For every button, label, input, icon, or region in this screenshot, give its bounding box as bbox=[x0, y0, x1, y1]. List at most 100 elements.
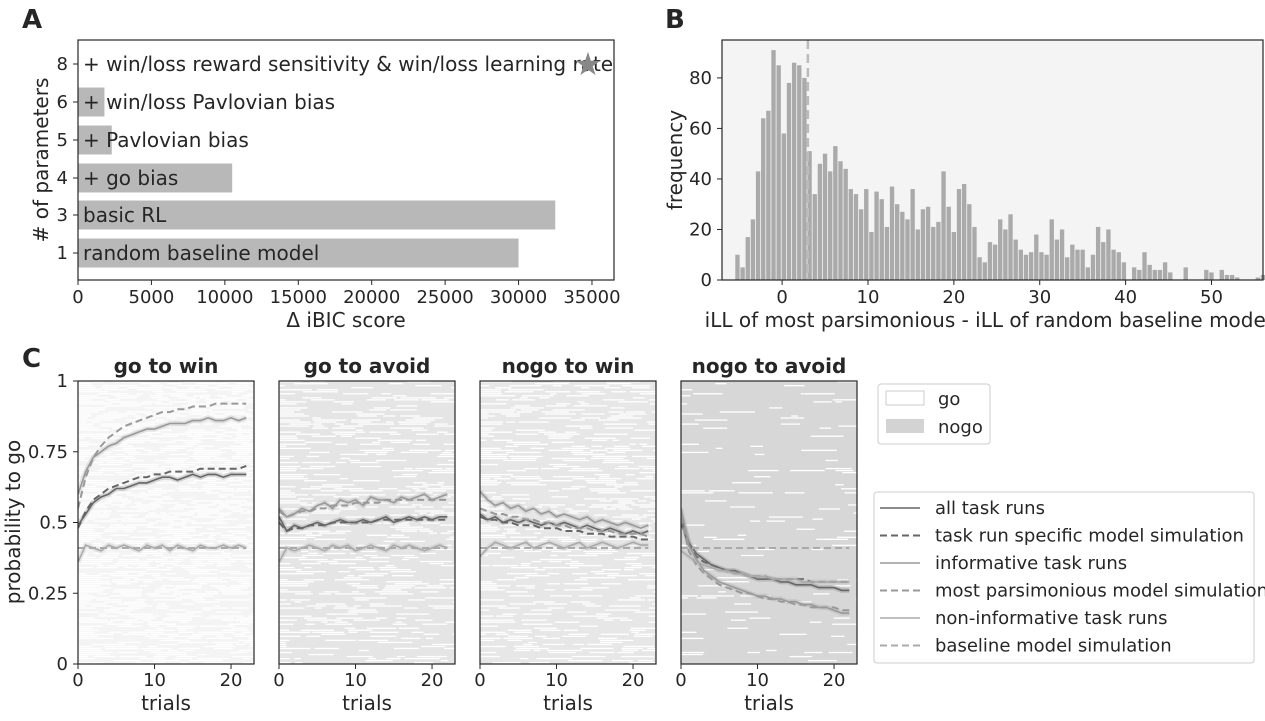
go-trial-segment bbox=[133, 496, 149, 498]
go-trial-segment bbox=[129, 615, 159, 617]
go-trial-segment bbox=[279, 583, 309, 585]
go-trial-segment bbox=[105, 500, 133, 502]
go-trial-segment bbox=[349, 490, 384, 492]
go-trial-segment bbox=[552, 409, 585, 411]
go-trial-segment bbox=[300, 504, 322, 506]
go-trial-segment bbox=[753, 476, 771, 478]
go-trial-segment bbox=[402, 558, 409, 561]
go-trial-segment bbox=[248, 566, 254, 569]
go-trial-segment bbox=[144, 407, 179, 409]
go-trial-segment bbox=[178, 397, 197, 399]
background-legend: go nogo bbox=[877, 383, 991, 445]
go-trial-segment bbox=[162, 496, 171, 498]
go-trial-segment bbox=[593, 514, 608, 516]
go-trial-segment bbox=[192, 500, 224, 502]
go-trial-segment bbox=[612, 439, 620, 441]
go-trial-segment bbox=[780, 417, 805, 419]
go-trial-segment bbox=[383, 522, 409, 524]
panel-b-ylabel: frequency bbox=[663, 110, 687, 210]
go-trial-segment bbox=[279, 647, 311, 650]
go-trial-segment bbox=[279, 465, 301, 468]
go-trial-segment bbox=[155, 560, 182, 563]
go-trial-segment bbox=[323, 520, 338, 522]
ytick-label: 8 bbox=[57, 54, 68, 75]
go-trial-segment bbox=[96, 415, 128, 417]
go-trial-segment bbox=[525, 528, 551, 530]
go-trial-segment bbox=[563, 583, 589, 585]
go-trial-segment bbox=[92, 643, 126, 646]
histogram-bar bbox=[1085, 267, 1090, 280]
go-trial-segment bbox=[633, 536, 651, 538]
go-trial-segment bbox=[480, 564, 490, 567]
go-trial-segment bbox=[169, 522, 187, 524]
go-trial-segment bbox=[339, 508, 358, 510]
go-trial-segment bbox=[492, 661, 521, 664]
go-trial-segment bbox=[224, 461, 253, 464]
go-trial-segment bbox=[167, 524, 186, 526]
histogram-bar bbox=[1075, 249, 1080, 280]
go-trial-segment bbox=[705, 500, 727, 502]
go-trial-segment bbox=[139, 492, 146, 494]
go-trial-segment bbox=[279, 478, 308, 480]
histogram-bar bbox=[1162, 262, 1168, 280]
go-trial-segment bbox=[432, 469, 455, 472]
go-trial-segment bbox=[279, 469, 296, 472]
go-trial-segment bbox=[492, 496, 502, 498]
go-trial-segment bbox=[78, 583, 111, 585]
go-trial-segment bbox=[332, 427, 356, 429]
go-trial-segment bbox=[445, 621, 455, 623]
histogram-bar bbox=[972, 226, 977, 280]
go-trial-segment bbox=[480, 411, 515, 413]
go-trial-segment bbox=[78, 603, 107, 605]
go-trial-segment bbox=[155, 589, 179, 591]
go-trial-segment bbox=[504, 445, 519, 447]
go-trial-segment bbox=[528, 661, 550, 664]
go-trial-segment bbox=[544, 589, 556, 591]
go-trial-segment bbox=[423, 633, 440, 635]
go-trial-segment bbox=[354, 437, 381, 439]
go-trial-segment bbox=[78, 445, 88, 447]
go-trial-segment bbox=[398, 627, 420, 629]
go-trial-segment bbox=[653, 591, 656, 593]
go-trial-segment bbox=[110, 575, 144, 577]
go-trial-segment bbox=[216, 564, 232, 567]
go-trial-segment bbox=[498, 607, 521, 609]
go-trial-segment bbox=[192, 516, 224, 518]
go-trial-segment bbox=[543, 536, 571, 538]
go-trial-segment bbox=[304, 566, 312, 569]
go-trial-segment bbox=[155, 653, 188, 656]
go-trial-segment bbox=[346, 583, 361, 585]
go-trial-segment bbox=[179, 490, 212, 492]
go-trial-segment bbox=[230, 585, 251, 587]
histogram-bar bbox=[771, 50, 776, 281]
go-trial-segment bbox=[444, 433, 455, 435]
go-trial-segment bbox=[99, 459, 124, 462]
go-trial-segment bbox=[167, 457, 190, 460]
go-trial-segment bbox=[371, 397, 398, 399]
go-trial-segment bbox=[252, 480, 254, 482]
histogram-bar bbox=[828, 171, 833, 280]
go-trial-segment bbox=[177, 385, 208, 387]
go-trial-segment bbox=[621, 514, 640, 516]
go-trial-segment bbox=[126, 429, 134, 431]
histogram-bar bbox=[838, 161, 843, 280]
go-trial-segment bbox=[375, 617, 387, 619]
go-trial-segment bbox=[570, 526, 606, 528]
go-trial-segment bbox=[279, 455, 294, 458]
go-trial-segment bbox=[104, 647, 139, 650]
go-trial-segment bbox=[200, 488, 235, 490]
go-trial-segment bbox=[161, 536, 192, 538]
go-trial-segment bbox=[114, 548, 151, 551]
go-trial-segment bbox=[106, 455, 134, 458]
go-trial-segment bbox=[112, 581, 138, 583]
go-trial-segment bbox=[574, 579, 587, 581]
go-trial-segment bbox=[216, 506, 241, 508]
go-trial-segment bbox=[241, 583, 252, 585]
go-trial-segment bbox=[390, 571, 416, 573]
go-trial-segment bbox=[347, 575, 355, 577]
go-trial-segment bbox=[279, 500, 301, 502]
go-trial-segment bbox=[325, 639, 357, 642]
go-trial-segment bbox=[152, 391, 165, 393]
go-trial-segment bbox=[480, 502, 496, 504]
